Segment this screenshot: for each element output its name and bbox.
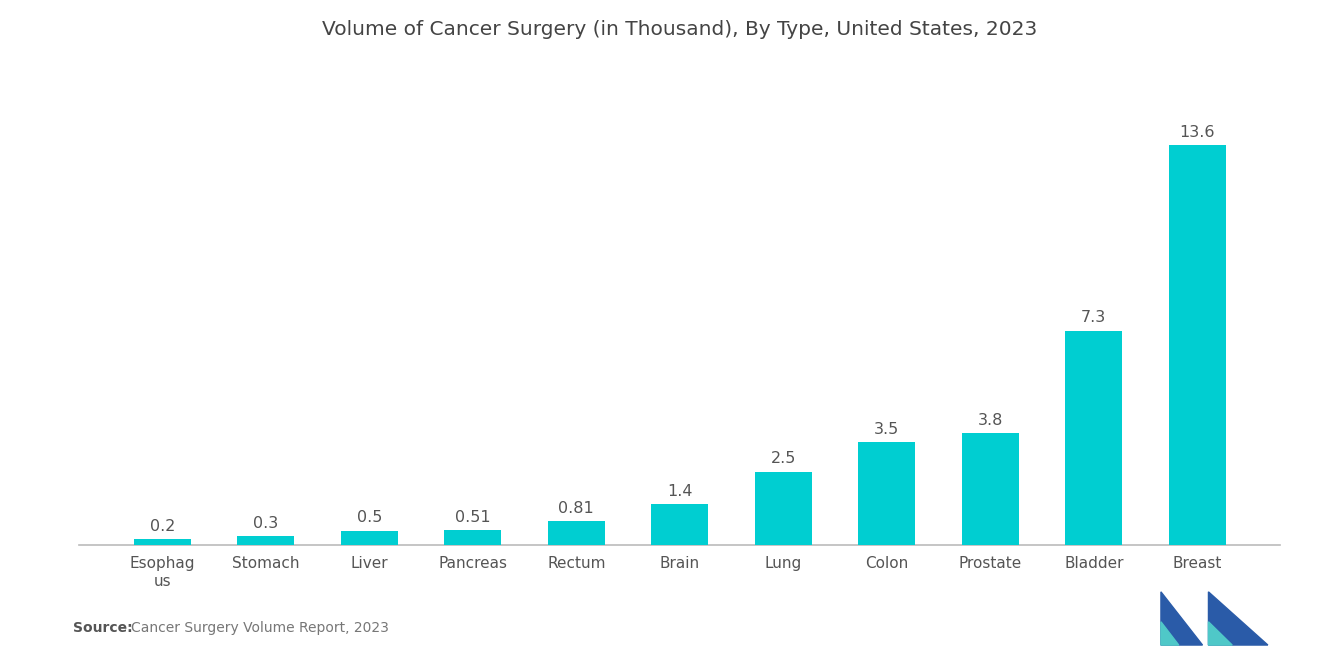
Bar: [651, 504, 709, 545]
Bar: [858, 442, 915, 545]
Text: 3.5: 3.5: [874, 422, 899, 437]
Bar: [962, 434, 1019, 545]
Polygon shape: [1209, 592, 1267, 645]
Text: Cancer Surgery Volume Report, 2023: Cancer Surgery Volume Report, 2023: [131, 621, 388, 635]
Text: 1.4: 1.4: [667, 484, 693, 499]
Bar: [755, 471, 812, 545]
Polygon shape: [1209, 622, 1233, 645]
Bar: [1170, 145, 1226, 545]
Text: 2.5: 2.5: [771, 452, 796, 466]
Title: Volume of Cancer Surgery (in Thousand), By Type, United States, 2023: Volume of Cancer Surgery (in Thousand), …: [322, 20, 1038, 39]
Text: Source:: Source:: [73, 621, 132, 635]
Text: 0.51: 0.51: [455, 510, 491, 525]
Polygon shape: [1162, 592, 1203, 645]
Bar: [548, 521, 605, 545]
Text: 7.3: 7.3: [1081, 311, 1106, 325]
Text: 0.5: 0.5: [356, 510, 381, 525]
Text: 0.2: 0.2: [149, 519, 176, 534]
Bar: [445, 530, 502, 545]
Bar: [341, 531, 397, 545]
Bar: [133, 539, 190, 545]
Polygon shape: [1162, 622, 1179, 645]
Text: 3.8: 3.8: [978, 413, 1003, 428]
Bar: [1065, 331, 1122, 545]
Text: 0.81: 0.81: [558, 501, 594, 516]
Text: 0.3: 0.3: [253, 516, 279, 531]
Text: 13.6: 13.6: [1180, 125, 1216, 140]
Bar: [238, 537, 294, 545]
